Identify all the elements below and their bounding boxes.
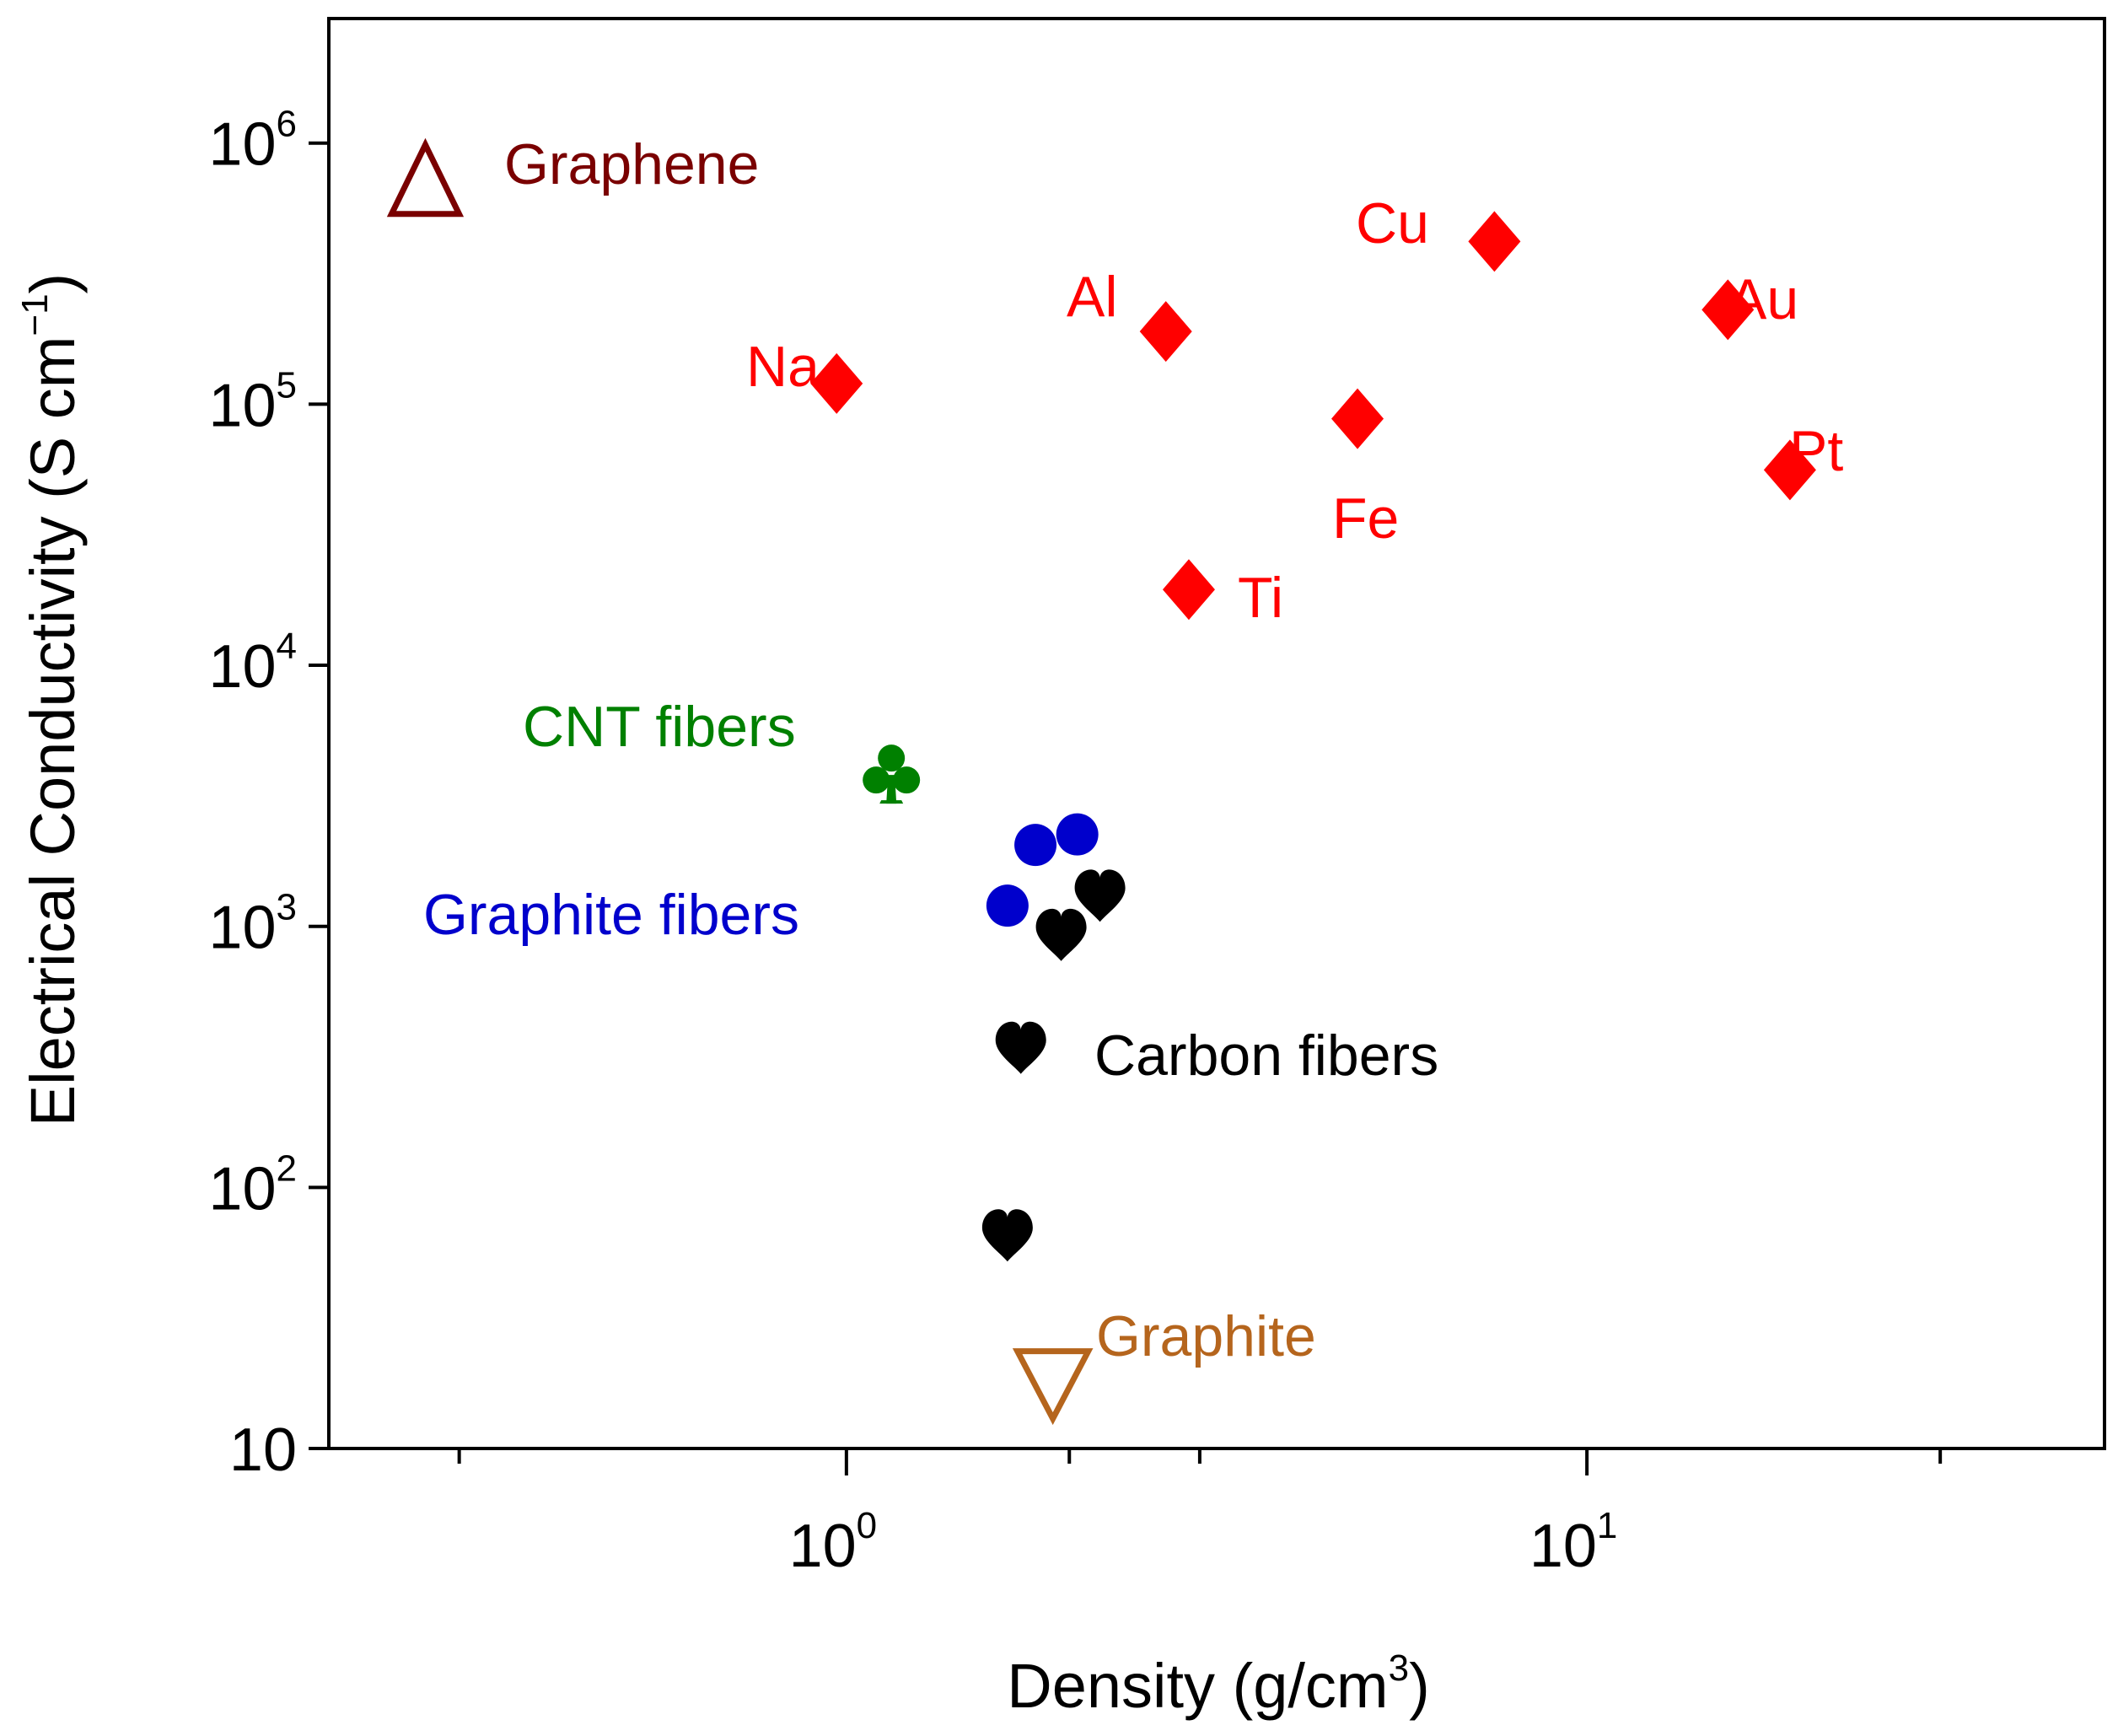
y-tick-label: 104 (208, 626, 297, 701)
y-tick-label: 103 (208, 887, 297, 962)
data-point-carbon-fibers (1074, 869, 1126, 922)
annotation-fe: Fe (1332, 486, 1399, 551)
annotation-al: Al (1067, 265, 1117, 329)
annotation-na: Na (746, 335, 820, 399)
annotation-au: Au (1728, 267, 1798, 331)
x-tick-label: 100 (789, 1505, 878, 1580)
annotation-pt: Pt (1789, 419, 1843, 483)
annotation-cnt-fibers: CNT fibers (523, 695, 796, 759)
data-point-carbon-fibers (981, 1209, 1033, 1262)
data-point-graphite-fibers (1056, 813, 1099, 856)
y-tick-label: 106 (208, 104, 297, 179)
annotation-carbon-fibers: Carbon fibers (1094, 1024, 1438, 1088)
x-tick-label: 101 (1529, 1505, 1618, 1580)
data-point-metals-al (1139, 301, 1192, 363)
data-point-graphite-fibers (986, 884, 1029, 927)
x-axis-title: Density (g/cm3) (1007, 1647, 1429, 1721)
annotation-graphite: Graphite (1096, 1304, 1316, 1368)
data-point-metals-fe (1331, 388, 1384, 449)
annotation-graphite-fibers: Graphite fibers (423, 883, 799, 947)
data-point-carbon-fibers (995, 1021, 1046, 1074)
annotation-ti: Ti (1238, 566, 1283, 630)
y-tick-label: 10 (229, 1416, 297, 1484)
data-point-graphite-fibers (1014, 824, 1057, 867)
annotation-cu: Cu (1356, 191, 1429, 255)
data-point-metals-cu (1468, 211, 1521, 272)
annotation-layer: Graphene Na Al Cu Au Pt Fe Ti CNT fibers… (423, 132, 1843, 1368)
marks-layer (386, 137, 1816, 1426)
ticks-layer: 10 102 103 104 105 106 100 101 (208, 104, 1943, 1580)
data-point-metals-ti (1162, 559, 1215, 621)
data-point-graphene-graphene (386, 137, 465, 218)
y-axis-title: Electrical Conductivity (S cm−1) (14, 273, 88, 1126)
y-tick-label: 105 (208, 364, 297, 439)
plot-frame (327, 17, 2106, 1450)
annotation-graphene: Graphene (504, 132, 759, 196)
data-point-graphite-graphite (1012, 1348, 1094, 1426)
y-tick-label: 102 (208, 1147, 297, 1223)
data-point-carbon-fibers (1035, 908, 1087, 961)
data-point-cnt-fibers-cnt-fibers (863, 744, 921, 804)
